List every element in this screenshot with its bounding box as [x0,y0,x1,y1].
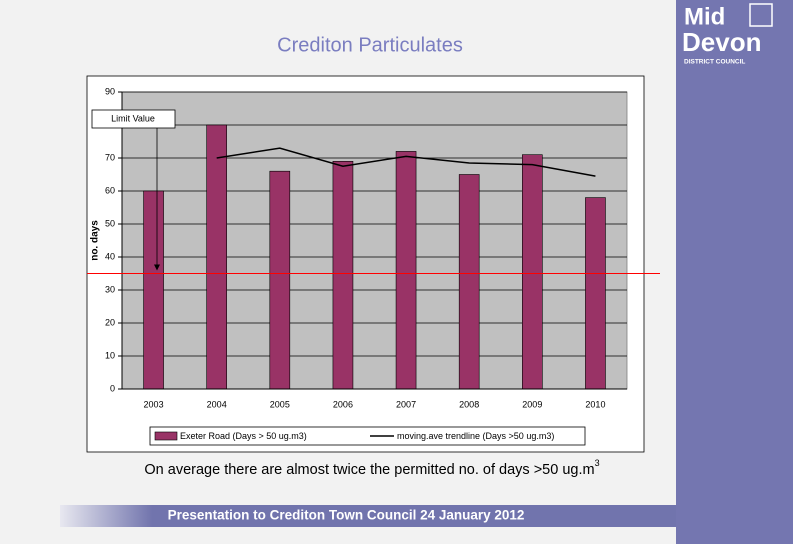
x-tick-label: 2008 [459,399,479,409]
legend-label: moving.ave trendline (Days >50 ug.m3) [397,431,554,441]
footer: Presentation to Crediton Town Council 24… [168,508,525,523]
legend-label: Exeter Road (Days > 50 ug.m3) [180,431,307,441]
x-tick-label: 2003 [144,399,164,409]
sidebar [676,0,793,544]
x-tick-label: 2005 [270,399,290,409]
caption-sup: 3 [595,458,600,468]
y-tick-label: 10 [105,350,115,360]
chart: 0102030405060708090no. days2003200420052… [87,86,660,446]
y-tick-label: 0 [110,383,115,393]
bar [395,151,417,390]
trend-line [216,147,596,177]
callout-box [91,109,176,129]
logo-devon: Devon [682,27,761,57]
x-tick-label: 2009 [522,399,542,409]
x-tick-label: 2010 [585,399,605,409]
footer-band [60,505,676,527]
bar [143,190,164,390]
y-tick-label: 70 [105,152,115,162]
logo-mid: Mid [684,3,725,30]
callout-label: Limit Value [111,113,155,123]
y-tick-label: 30 [105,284,115,294]
callout-arrowhead [154,264,160,271]
caption: On average there are almost twice the pe… [144,458,599,477]
legend-box [149,426,586,446]
y-tick-label: 40 [105,251,115,261]
logo-emblem [749,3,773,27]
logo-sub: DISTRICT COUNCIL [684,59,745,66]
y-axis-label: no. days [90,220,101,261]
bar [458,174,480,390]
bar [522,154,543,390]
legend-swatch [154,431,178,441]
caption-text: On average there are almost twice the pe… [144,462,594,478]
bar [206,124,227,390]
slide-title: Crediton Particulates [277,34,463,56]
x-tick-label: 2004 [207,399,227,409]
y-tick-label: 50 [105,218,115,228]
x-tick-label: 2006 [333,399,353,409]
x-tick-label: 2007 [396,399,416,409]
bar [585,197,606,390]
bar [269,170,291,390]
y-tick-label: 20 [105,317,115,327]
plot-area [121,91,628,390]
y-tick-label: 60 [105,185,115,195]
y-tick-label: 90 [105,86,115,96]
bar [332,161,354,390]
